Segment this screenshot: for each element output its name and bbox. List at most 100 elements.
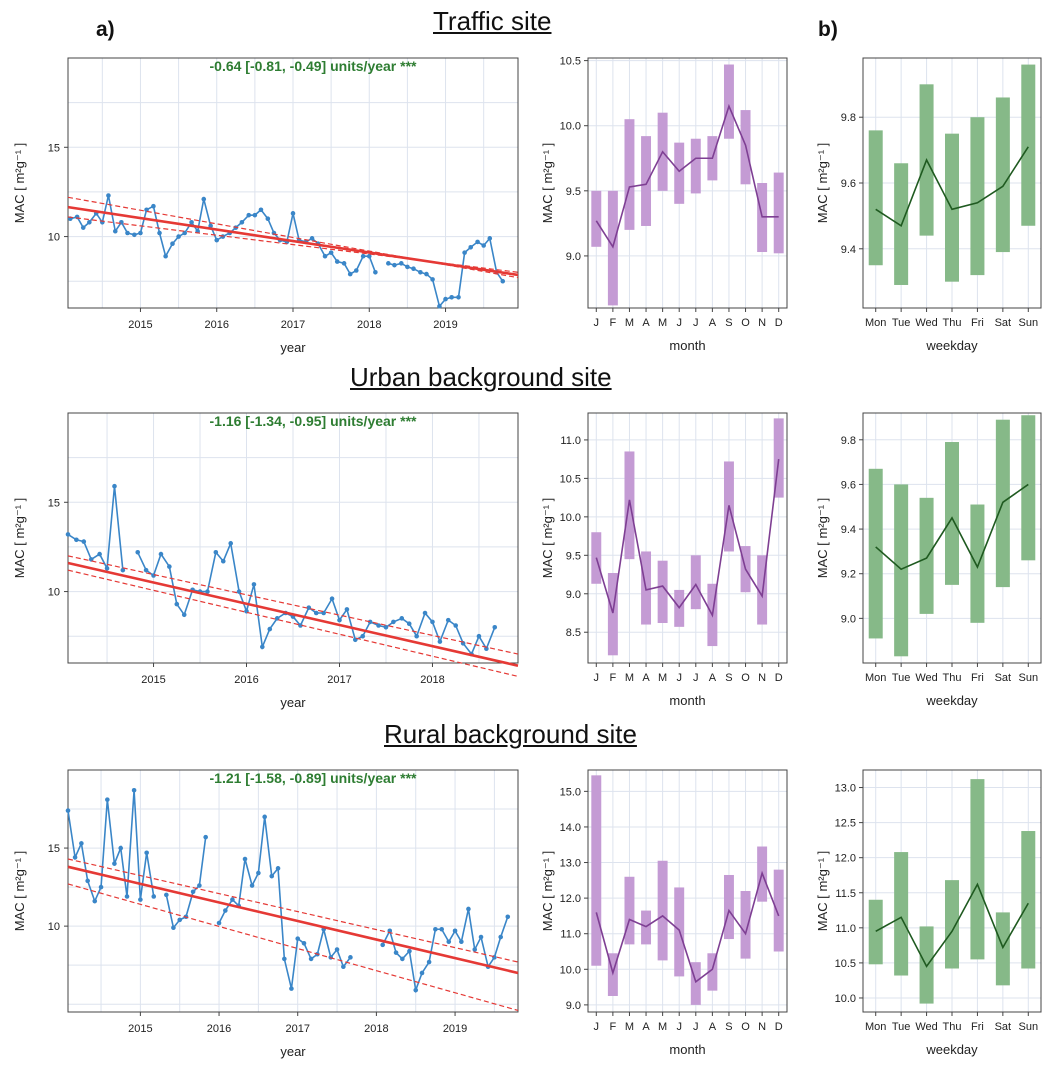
data-point bbox=[468, 244, 474, 250]
ci-bar bbox=[1021, 64, 1036, 226]
ci-bar bbox=[1021, 831, 1036, 969]
plot-frame bbox=[67, 769, 519, 1013]
x-tick-label: Sun bbox=[1018, 1021, 1038, 1033]
y-axis-label: MAC [ m²g⁻¹ ] bbox=[12, 851, 27, 932]
panel-label-b: b) bbox=[818, 18, 838, 41]
y-tick-label: 9.5 bbox=[566, 550, 581, 562]
x-tick-label: 2016 bbox=[204, 319, 228, 331]
traffic-site-title: Traffic site bbox=[433, 6, 552, 36]
ci-bar bbox=[773, 172, 784, 254]
data-point bbox=[65, 808, 71, 813]
data-point bbox=[418, 269, 423, 275]
data-point bbox=[366, 253, 372, 259]
data-point bbox=[239, 219, 245, 225]
data-point bbox=[406, 621, 412, 627]
data-point bbox=[354, 268, 359, 273]
data-point bbox=[308, 956, 314, 962]
ci-bar bbox=[773, 418, 784, 498]
ci-bar bbox=[995, 97, 1010, 253]
x-tick-label: M bbox=[625, 317, 634, 329]
y-tick-label: 9.0 bbox=[566, 1000, 581, 1012]
x-tick-label: A bbox=[642, 672, 650, 684]
data-point bbox=[151, 894, 157, 899]
trend-upper-ci bbox=[67, 555, 519, 655]
data-line bbox=[137, 540, 496, 656]
data-point bbox=[197, 883, 202, 888]
x-tick-label: J bbox=[594, 1021, 600, 1033]
x-tick-label: Fri bbox=[971, 317, 984, 329]
data-point bbox=[433, 926, 438, 932]
x-tick-label: A bbox=[642, 1021, 650, 1033]
data-point bbox=[498, 934, 503, 940]
data-point bbox=[309, 236, 315, 241]
data-point bbox=[97, 551, 102, 557]
x-tick-label: J bbox=[676, 317, 682, 329]
x-tick-label: 2018 bbox=[357, 319, 381, 331]
y-tick-label: 11.0 bbox=[835, 923, 856, 935]
y-axis-label: MAC [ m²g⁻¹ ] bbox=[540, 851, 555, 932]
x-tick-label: J bbox=[676, 672, 682, 684]
x-tick-label: S bbox=[725, 1021, 732, 1033]
data-point bbox=[282, 956, 287, 962]
x-tick-label: 2018 bbox=[364, 1023, 388, 1035]
x-tick-label: 2019 bbox=[433, 319, 457, 331]
x-tick-label: 2017 bbox=[285, 1023, 309, 1035]
x-tick-label: D bbox=[775, 672, 783, 684]
x-tick-label: Sun bbox=[1018, 672, 1038, 684]
data-point bbox=[230, 897, 235, 902]
x-axis-label: year bbox=[280, 695, 306, 710]
trend-lower-ci bbox=[67, 569, 519, 677]
x-tick-label: Fri bbox=[971, 672, 984, 684]
data-point bbox=[446, 939, 452, 945]
data-point bbox=[144, 850, 149, 856]
x-tick-label: M bbox=[658, 1021, 667, 1033]
data-point bbox=[223, 908, 228, 913]
y-tick-label: 9.2 bbox=[841, 569, 856, 581]
data-point bbox=[334, 259, 340, 264]
data-point bbox=[360, 633, 366, 639]
data-point bbox=[171, 925, 176, 930]
data-point bbox=[306, 605, 312, 610]
x-tick-label: 2015 bbox=[128, 1023, 152, 1035]
x-tick-label: N bbox=[758, 1021, 766, 1033]
trend-line bbox=[67, 205, 519, 277]
x-tick-label: F bbox=[610, 317, 617, 329]
x-tick-label: 2018 bbox=[420, 674, 444, 686]
data-point bbox=[413, 987, 419, 993]
data-point bbox=[138, 230, 143, 236]
data-point bbox=[393, 950, 399, 955]
ci-bar bbox=[707, 953, 718, 991]
y-tick-label: 8.5 bbox=[566, 627, 581, 639]
panel-label-a: a) bbox=[96, 18, 115, 41]
data-point bbox=[174, 601, 180, 607]
x-tick-label: Mon bbox=[865, 1021, 886, 1033]
ci-bar bbox=[657, 860, 668, 961]
data-point bbox=[367, 619, 373, 625]
data-point bbox=[459, 939, 464, 945]
data-point bbox=[157, 230, 162, 236]
data-point bbox=[72, 855, 78, 860]
data-point bbox=[213, 549, 219, 555]
data-point bbox=[151, 573, 156, 578]
data-point bbox=[158, 551, 164, 557]
y-axis-label: MAC [ m²g⁻¹ ] bbox=[815, 498, 830, 579]
data-point bbox=[430, 619, 435, 625]
data-point bbox=[262, 814, 267, 820]
data-point bbox=[472, 947, 478, 952]
data-point bbox=[112, 228, 118, 234]
data-point bbox=[176, 234, 181, 239]
urban-site-title: Urban background site bbox=[350, 362, 612, 392]
ci-bar bbox=[868, 899, 883, 965]
x-tick-label: J bbox=[693, 672, 699, 684]
urban-month-chart: J F M A M J J A S O N D8.59.09.510.010.511.0monthMA… bbox=[540, 412, 788, 708]
data-point bbox=[399, 616, 405, 621]
x-tick-label: Fri bbox=[971, 1021, 984, 1033]
data-point bbox=[190, 889, 196, 895]
data-point bbox=[205, 589, 210, 594]
data-point bbox=[405, 264, 410, 270]
y-tick-label: 12.0 bbox=[560, 893, 581, 905]
data-point bbox=[214, 237, 220, 243]
data-point bbox=[337, 617, 342, 623]
x-tick-label: O bbox=[741, 317, 750, 329]
data-point bbox=[112, 483, 117, 489]
